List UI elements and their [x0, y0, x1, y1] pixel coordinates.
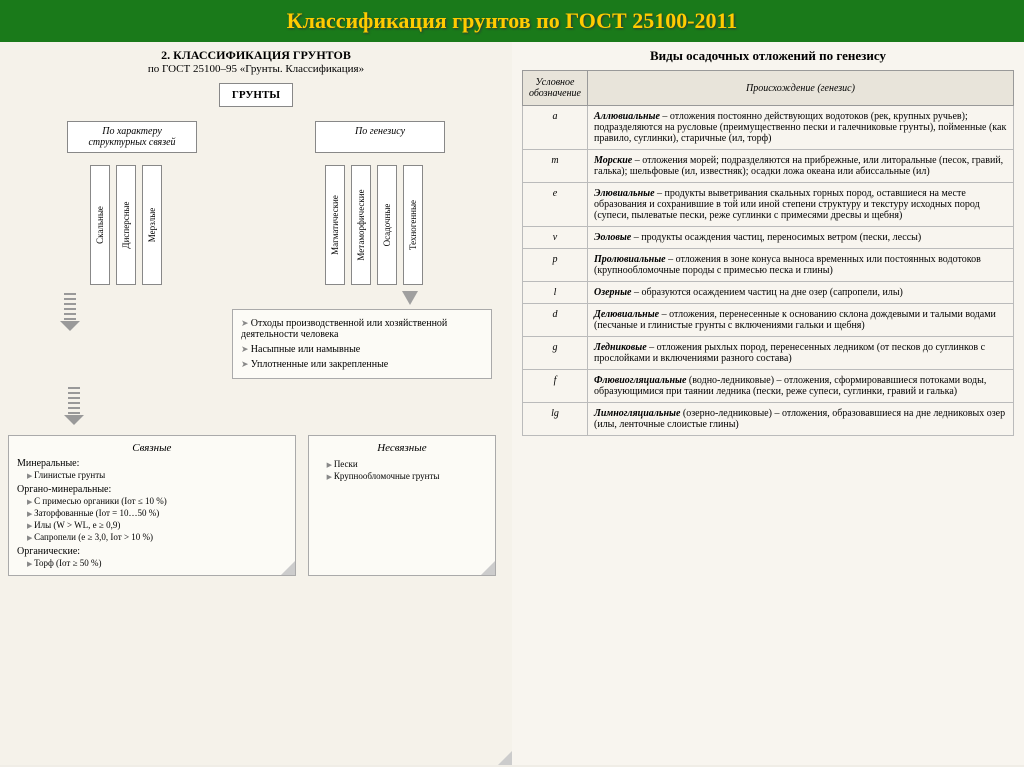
desc-cell: Эоловые – продукты осаждения частиц, пер…	[587, 227, 1013, 249]
cat-item: Илы (W > WL, e ≥ 0,9)	[17, 519, 287, 531]
tree-diagram: ГРУНТЫ По характеру структурных связей П…	[8, 83, 504, 285]
symbol-cell: d	[523, 304, 588, 337]
svyaz-box: Связные Минеральные: Глинистые грунты Ор…	[8, 435, 296, 576]
fold-corner-icon	[481, 561, 495, 575]
type-column: Техногенные	[403, 165, 423, 285]
symbol-cell: m	[523, 150, 588, 183]
table-row: dДелювиальные – отложения, перенесенные …	[523, 304, 1014, 337]
info-item: Насыпные или намывные	[241, 342, 483, 357]
content-wrap: 2. КЛАССИФИКАЦИЯ ГРУНТОВ по ГОСТ 25100–9…	[0, 42, 1024, 765]
left-cols-group: Скальные Дисперсные Мерзлые	[90, 165, 162, 285]
cat-item: Сапропели (e ≥ 3,0, Iот > 10 %)	[17, 531, 287, 543]
organic-label: Органические:	[17, 546, 287, 557]
symbol-cell: l	[523, 282, 588, 304]
type-column: Магматические	[325, 165, 345, 285]
symbol-cell: g	[523, 337, 588, 370]
right-title: Виды осадочных отложений по генезису	[522, 48, 1014, 64]
mineral-label: Минеральные:	[17, 458, 287, 469]
th-symbol: Условное обозначение	[523, 71, 588, 106]
genesis-table: Условное обозначение Происхождение (гене…	[522, 70, 1014, 436]
svyaz-title: Связные	[17, 442, 287, 454]
desc-cell: Аллювиальные – отложения постоянно дейст…	[587, 106, 1013, 150]
desc-cell: Ледниковые – отложения рыхлых пород, пер…	[587, 337, 1013, 370]
cat-item: Торф (Iот ≥ 50 %)	[17, 557, 287, 569]
arrow-dispersed	[64, 293, 76, 321]
organo-label: Органо-минеральные:	[17, 484, 287, 495]
symbol-cell: p	[523, 249, 588, 282]
desc-cell: Элювиальные – продукты выветривания скал…	[587, 183, 1013, 227]
symbol-cell: lg	[523, 403, 588, 436]
right-panel: Виды осадочных отложений по генезису Усл…	[512, 42, 1024, 765]
symbol-cell: v	[523, 227, 588, 249]
cat-item: Заторфованные (Iот = 10…50 %)	[17, 507, 287, 519]
left-title: 2. КЛАССИФИКАЦИЯ ГРУНТОВ	[8, 48, 504, 63]
right-cols-group: Магматические Метаморфические Осадочные Тех…	[325, 165, 423, 285]
table-row: lОзерные – образуются осаждением частиц …	[523, 282, 1014, 304]
arrow-tech	[402, 291, 418, 305]
branch-genesis: По генезису	[315, 121, 445, 153]
nesvyaz-title: Несвязные	[317, 442, 487, 454]
symbol-cell: e	[523, 183, 588, 227]
fold-corner-icon	[498, 751, 512, 765]
arrow-svyaz	[68, 387, 80, 415]
table-row: aАллювиальные – отложения постоянно дейс…	[523, 106, 1014, 150]
desc-cell: Лимногляциальные (озерно-ледниковые) – о…	[587, 403, 1013, 436]
tech-info-box: Отходы производственной или хозяйственно…	[232, 309, 492, 379]
info-item: Уплотненные или закрепленные	[241, 357, 483, 372]
cat-item: Пески	[317, 458, 487, 470]
cat-item: Глинистые грунты	[17, 469, 287, 481]
desc-cell: Озерные – образуются осаждением частиц н…	[587, 282, 1013, 304]
table-row: mМорские – отложения морей; подразделяют…	[523, 150, 1014, 183]
table-row: pПролювиальные – отложения в зоне конуса…	[523, 249, 1014, 282]
cat-item: Крупнообломочные грунты	[317, 470, 487, 482]
nesvyaz-box: Несвязные Пески Крупнообломочные грунты	[308, 435, 496, 576]
table-row: eЭлювиальные – продукты выветривания ска…	[523, 183, 1014, 227]
left-panel: 2. КЛАССИФИКАЦИЯ ГРУНТОВ по ГОСТ 25100–9…	[0, 42, 512, 765]
table-row: lgЛимногляциальные (озерно-ледниковые) –…	[523, 403, 1014, 436]
symbol-cell: a	[523, 106, 588, 150]
desc-cell: Морские – отложения морей; подразделяютс…	[587, 150, 1013, 183]
left-subtitle: по ГОСТ 25100–95 «Грунты. Классификация»	[8, 63, 504, 75]
fold-corner-icon	[281, 561, 295, 575]
type-column: Мерзлые	[142, 165, 162, 285]
table-row: gЛедниковые – отложения рыхлых пород, пе…	[523, 337, 1014, 370]
desc-cell: Делювиальные – отложения, перенесенные к…	[587, 304, 1013, 337]
desc-cell: Пролювиальные – отложения в зоне конуса …	[587, 249, 1013, 282]
cat-item: С примесью органики (Iот ≤ 10 %)	[17, 495, 287, 507]
type-column: Скальные	[90, 165, 110, 285]
table-row: vЭоловые – продукты осаждения частиц, пе…	[523, 227, 1014, 249]
branch-structural: По характеру структурных связей	[67, 121, 197, 153]
desc-cell: Флювиогляциальные (водно-ледниковые) – о…	[587, 370, 1013, 403]
info-item: Отходы производственной или хозяйственно…	[241, 316, 483, 342]
type-column: Дисперсные	[116, 165, 136, 285]
page-header: Классификация грунтов по ГОСТ 25100-2011	[0, 0, 1024, 42]
table-row: fФлювиогляциальные (водно-ледниковые) – …	[523, 370, 1014, 403]
type-column: Осадочные	[377, 165, 397, 285]
symbol-cell: f	[523, 370, 588, 403]
th-origin: Происхождение (генезис)	[587, 71, 1013, 106]
type-column: Метаморфические	[351, 165, 371, 285]
root-node: ГРУНТЫ	[219, 83, 293, 107]
